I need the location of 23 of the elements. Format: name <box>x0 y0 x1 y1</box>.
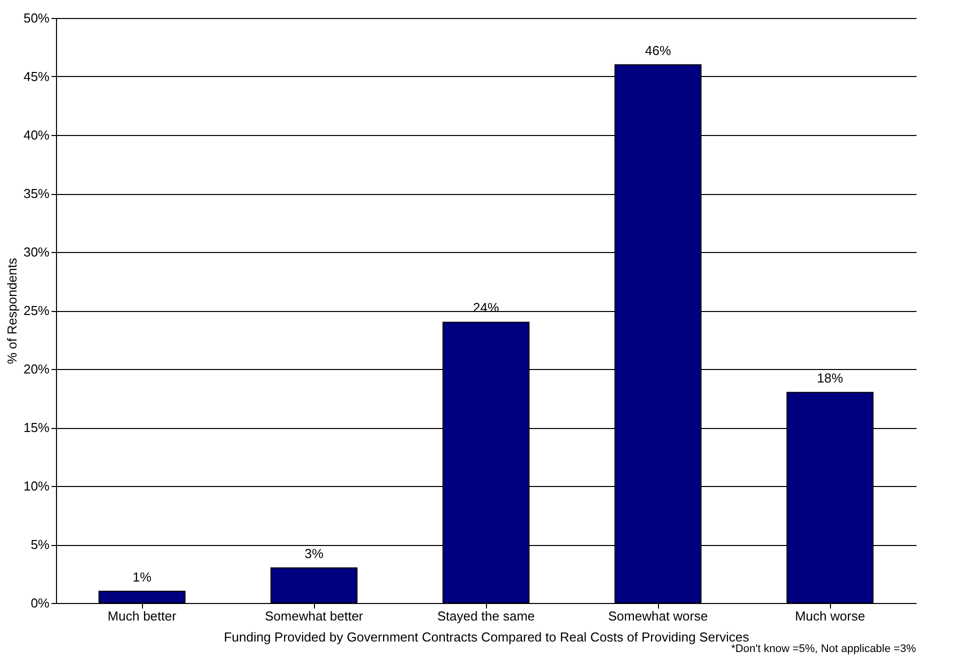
x-tick-label: Somewhat better <box>264 608 364 624</box>
y-tick-label: 0% <box>30 596 50 610</box>
x-tick-label: Much better <box>108 608 177 624</box>
y-tick-label: 10% <box>23 478 50 494</box>
y-tick-label: 20% <box>23 362 50 376</box>
y-tick-label: 35% <box>23 186 50 201</box>
y-tick-label: 50% <box>23 10 50 26</box>
y-tick-label: 5% <box>30 537 50 552</box>
x-axis-title: Funding Provided by Government Contracts Compared to Real Costs of Providing Services <box>224 630 750 644</box>
data-label: 46% <box>644 42 672 58</box>
y-axis-title: % of Respondents <box>4 257 20 364</box>
x-tick-label: Stayed the same <box>437 608 535 624</box>
data-label: 18% <box>816 370 844 386</box>
text: *Don't know =5%, Not applicable =3% <box>731 643 916 655</box>
data-label: 1% <box>132 569 152 584</box>
y-tick-label: 15% <box>23 420 50 435</box>
x-tick-label: Much worse <box>794 608 866 624</box>
x-tick-label: Somewhat worse <box>608 608 708 624</box>
y-tick-label: 25% <box>23 303 50 318</box>
y-tick-label: 40% <box>23 128 50 142</box>
y-tick-label: 45% <box>23 69 50 84</box>
y-tick-label: 30% <box>23 244 50 260</box>
data-label: 3% <box>304 546 324 561</box>
